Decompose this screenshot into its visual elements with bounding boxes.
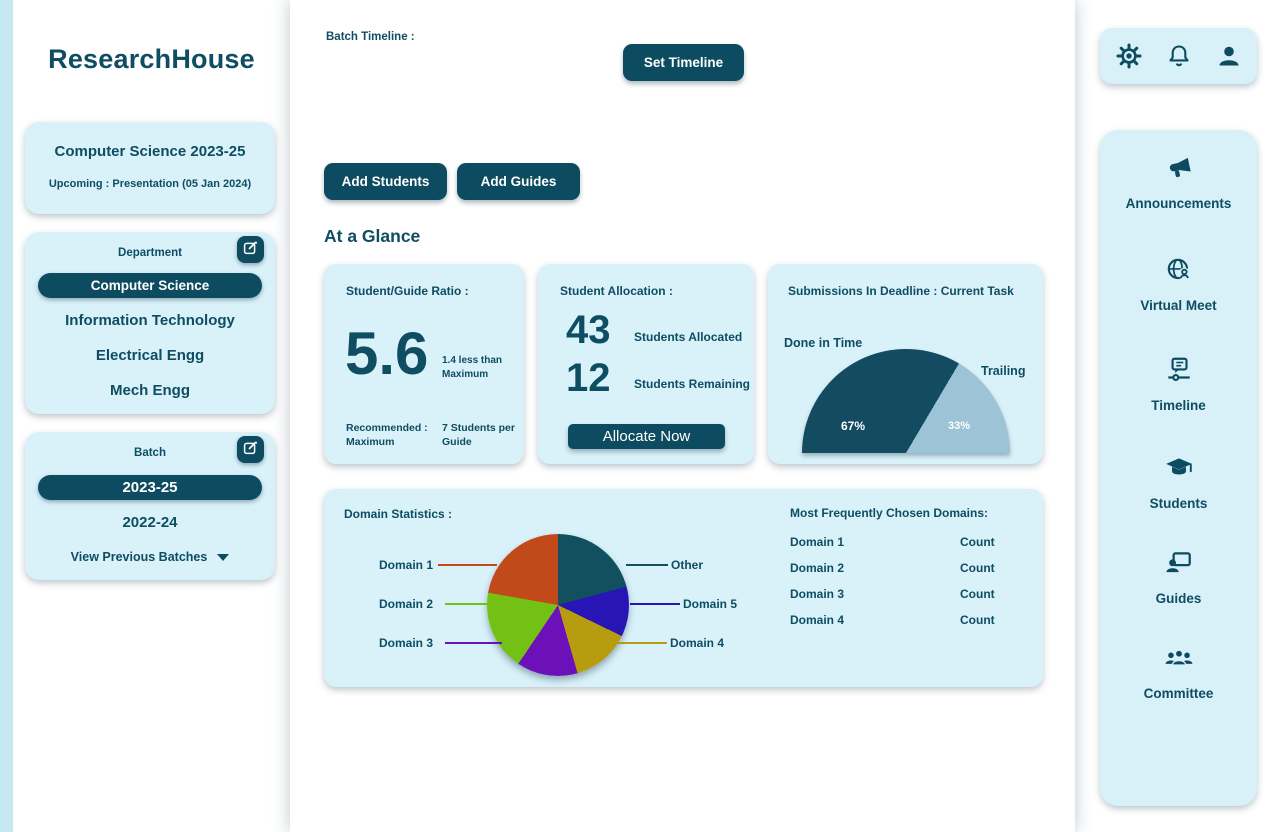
virtual-meet-icon bbox=[1100, 254, 1257, 286]
notifications-icon[interactable] bbox=[1162, 40, 1196, 72]
announcements-icon bbox=[1100, 152, 1257, 184]
pie-label-other: Other bbox=[671, 558, 704, 572]
recommended-label: Recommended : Maximum bbox=[346, 422, 428, 448]
domain-row-label: Domain 4 bbox=[790, 613, 845, 627]
leader-line bbox=[626, 564, 668, 566]
nav-item-guides[interactable]: Guides bbox=[1100, 547, 1257, 606]
allocated-label: Students Allocated bbox=[634, 330, 743, 344]
nav-item-committee[interactable]: Committee bbox=[1100, 642, 1257, 701]
section-title: At a Glance bbox=[324, 226, 421, 246]
done-percentage: 67% bbox=[841, 419, 866, 433]
allocate-now-button[interactable]: Allocate Now bbox=[568, 424, 725, 449]
ratio-card-title: Student/Guide Ratio : bbox=[346, 284, 469, 298]
nav-item-announcements[interactable]: Announcements bbox=[1100, 152, 1257, 211]
nav-label: Timeline bbox=[1151, 398, 1206, 413]
right-sidebar: Announcements Virtual Meet bbox=[1075, 0, 1280, 832]
recommended-value: 7 Students per Guide bbox=[442, 422, 515, 448]
batch-label: Batch bbox=[134, 447, 166, 459]
ratio-delta-note: 1.4 less than Maximum bbox=[442, 355, 503, 380]
batch-timeline-label: Batch Timeline : bbox=[326, 31, 415, 43]
edit-department-button[interactable] bbox=[237, 236, 264, 263]
committee-icon bbox=[1100, 642, 1257, 674]
done-in-time-label: Done in Time bbox=[784, 336, 863, 350]
deadline-gauge bbox=[802, 349, 1010, 453]
domain-card-title: Domain Statistics : bbox=[344, 507, 453, 521]
pie-label-domain-5: Domain 5 bbox=[683, 597, 738, 611]
domain-row-label: Domain 3 bbox=[790, 587, 845, 601]
nav-label: Guides bbox=[1155, 591, 1202, 606]
department-label: Department bbox=[118, 247, 182, 259]
department-option[interactable]: Information Technology bbox=[65, 312, 235, 329]
allocated-value: 43 bbox=[566, 308, 611, 352]
edit-batch-button[interactable] bbox=[237, 436, 264, 463]
trailing-percentage: 33% bbox=[948, 420, 971, 432]
edit-icon bbox=[243, 440, 258, 460]
submissions-card: Submissions In Deadline : Current Task D… bbox=[768, 264, 1043, 464]
add-students-button[interactable]: Add Students bbox=[324, 163, 447, 200]
trailing-label: Trailing bbox=[981, 364, 1026, 378]
edit-icon bbox=[243, 240, 258, 260]
domain-row-label: Domain 1 bbox=[790, 535, 845, 549]
pie-label-domain-4: Domain 4 bbox=[670, 636, 725, 650]
remaining-label: Students Remaining bbox=[634, 377, 751, 391]
domain-statistics-card: Domain Statistics : Domain 1 Domain 2 Do… bbox=[324, 489, 1043, 687]
upcoming-event: Upcoming : Presentation (05 Jan 2024) bbox=[48, 178, 252, 190]
department-option[interactable]: Electrical Engg bbox=[95, 347, 205, 364]
left-sidebar: ResearchHouse Computer Science 2023-25 U… bbox=[13, 0, 290, 832]
nav-label: Students bbox=[1149, 496, 1208, 511]
ratio-value: 5.6 bbox=[345, 320, 429, 387]
nav-item-virtual-meet[interactable]: Virtual Meet bbox=[1100, 254, 1257, 313]
chevron-down-icon bbox=[217, 554, 230, 562]
submissions-card-title: Submissions In Deadline : Current Task bbox=[788, 284, 1014, 298]
domain-row-label: Domain 2 bbox=[790, 561, 845, 575]
pie-label-domain-3: Domain 3 bbox=[378, 636, 433, 650]
nav-item-students[interactable]: Students bbox=[1100, 452, 1257, 511]
timeline-icon bbox=[1100, 354, 1257, 386]
quick-actions-card bbox=[1100, 28, 1257, 84]
view-previous-label: View Previous Batches bbox=[70, 550, 208, 564]
app-logo: ResearchHouse bbox=[48, 44, 255, 74]
allocation-card-title: Student Allocation : bbox=[560, 284, 673, 298]
pie-label-domain-1: Domain 1 bbox=[378, 558, 433, 572]
department-card: Department Computer Science Information … bbox=[25, 232, 275, 414]
nav-item-timeline[interactable]: Timeline bbox=[1100, 354, 1257, 413]
view-previous-batches[interactable]: View Previous Batches bbox=[25, 550, 275, 564]
nav-label: Committee bbox=[1143, 686, 1214, 701]
domain-row-count: Count bbox=[960, 535, 995, 549]
domain-row-count: Count bbox=[960, 613, 995, 627]
domain-row-count: Count bbox=[960, 561, 995, 575]
leader-line bbox=[438, 564, 497, 566]
students-icon bbox=[1100, 452, 1257, 484]
nav-card: Announcements Virtual Meet bbox=[1100, 130, 1257, 806]
set-timeline-button[interactable]: Set Timeline bbox=[623, 44, 744, 81]
department-option-selected[interactable]: Computer Science bbox=[38, 273, 262, 298]
add-guides-button[interactable]: Add Guides bbox=[457, 163, 580, 200]
leader-line bbox=[445, 642, 502, 644]
leader-line bbox=[630, 603, 680, 605]
domain-pie bbox=[487, 534, 629, 676]
ratio-card: Student/Guide Ratio : 5.6 1.4 less than … bbox=[324, 264, 524, 464]
batch-card: Batch 2023-25 2022-24 View Previous Batc… bbox=[25, 432, 275, 580]
leader-line bbox=[616, 642, 667, 644]
settings-icon[interactable] bbox=[1112, 40, 1146, 72]
leader-line bbox=[445, 603, 489, 605]
nav-label: Virtual Meet bbox=[1140, 298, 1217, 313]
main-content: Batch Timeline : Set Timeline Add Studen… bbox=[290, 0, 1075, 832]
context-card: Computer Science 2023-25 Upcoming : Pres… bbox=[25, 122, 275, 214]
allocation-card: Student Allocation : 43 Students Allocat… bbox=[538, 264, 754, 464]
department-option[interactable]: Mech Engg bbox=[109, 382, 190, 399]
batch-option[interactable]: 2022-24 bbox=[122, 514, 178, 531]
domain-row-count: Count bbox=[960, 587, 995, 601]
domain-list-title: Most Frequently Chosen Domains: bbox=[790, 506, 989, 520]
remaining-value: 12 bbox=[566, 356, 611, 400]
profile-icon[interactable] bbox=[1212, 40, 1246, 72]
context-title: Computer Science 2023-25 bbox=[54, 143, 246, 160]
nav-label: Announcements bbox=[1125, 196, 1232, 211]
guides-icon bbox=[1100, 547, 1257, 579]
pie-label-domain-2: Domain 2 bbox=[378, 597, 433, 611]
batch-option-selected[interactable]: 2023-25 bbox=[38, 475, 262, 500]
